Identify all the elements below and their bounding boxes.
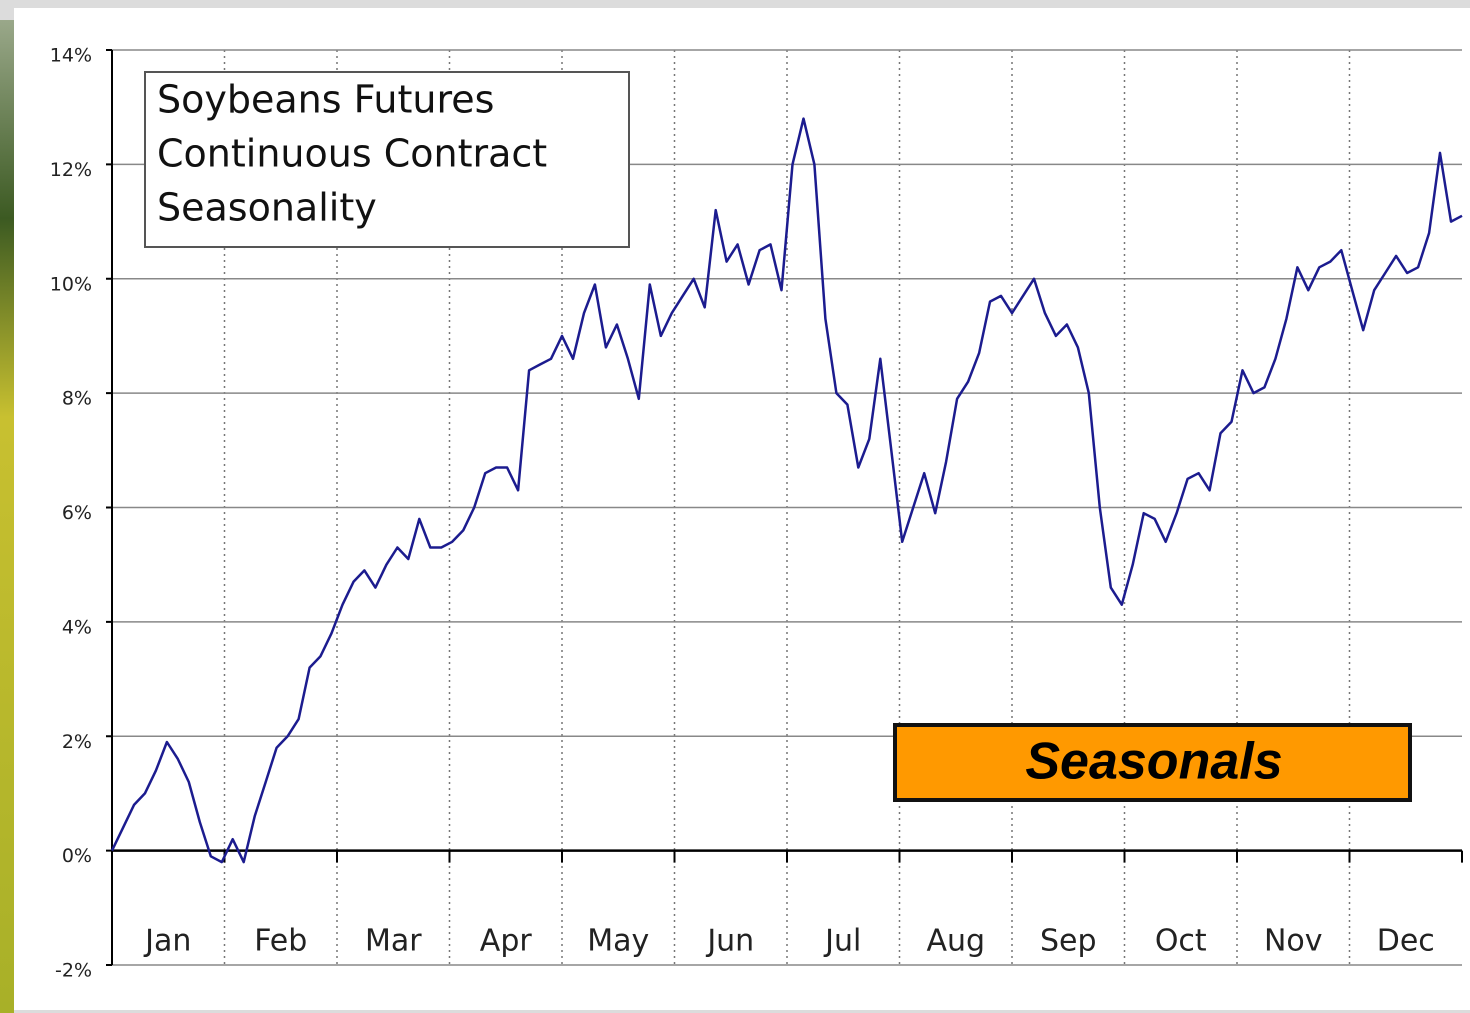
y-tick-label: 6% bbox=[62, 502, 92, 524]
series-line bbox=[110, 117, 1463, 864]
x-tick-label: Jul bbox=[823, 924, 861, 959]
title-line: Soybeans Futures bbox=[157, 78, 494, 122]
x-tick-label: Feb bbox=[254, 924, 307, 959]
title-line: Seasonality bbox=[157, 186, 377, 230]
y-tick-label: 12% bbox=[50, 159, 92, 181]
y-tick-label: 2% bbox=[62, 731, 92, 753]
y-tick-label: 0% bbox=[62, 845, 92, 867]
y-tick-label: 10% bbox=[50, 273, 92, 295]
x-tick-label: Oct bbox=[1155, 924, 1207, 959]
x-tick-label: Sep bbox=[1040, 924, 1097, 959]
annotation: Seasonals bbox=[1025, 733, 1282, 791]
x-tick-label: Apr bbox=[480, 924, 533, 959]
annotation-box bbox=[893, 723, 1412, 802]
y-tick-label: 14% bbox=[50, 45, 92, 67]
x-tick-label: Mar bbox=[365, 924, 422, 959]
y-tick-label: 4% bbox=[62, 616, 92, 638]
y-tick-label: 8% bbox=[62, 388, 92, 410]
x-tick-label: Nov bbox=[1264, 924, 1323, 959]
y-tick-label: -2% bbox=[55, 960, 92, 982]
title-box bbox=[144, 71, 630, 248]
x-tick-label: Jan bbox=[143, 924, 191, 959]
side-image bbox=[0, 20, 14, 1013]
x-tick-label: Aug bbox=[926, 924, 985, 959]
x-tick-label: Dec bbox=[1377, 924, 1435, 959]
title-line: Continuous Contract bbox=[157, 132, 547, 176]
x-tick-label: Jun bbox=[705, 924, 754, 959]
x-tick-label: May bbox=[587, 924, 649, 959]
